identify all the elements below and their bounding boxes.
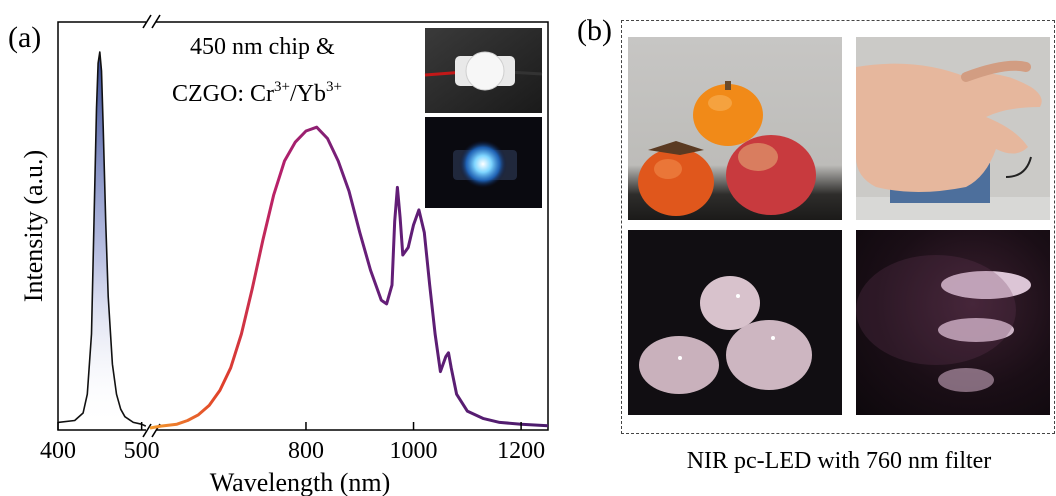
blue-chip-peak-fill — [58, 52, 146, 428]
axis-break-top — [142, 14, 161, 29]
plot-area-frame — [57, 21, 549, 431]
x-tick-label: 500 — [124, 438, 160, 464]
series-layer — [57, 51, 549, 430]
x-ticks: 400 500 800 1000 1200 — [40, 422, 545, 464]
x-tick-label: 400 — [40, 438, 76, 464]
panel-b-frame — [621, 20, 1055, 434]
hand-nir-veins-photo — [856, 230, 1050, 415]
fruits-nir-photo — [628, 230, 842, 415]
panel-b-label: (b) — [577, 14, 612, 47]
led-device-lit-photo — [425, 117, 542, 208]
annotation-line2: CZGO: Cr3+/Yb3+ — [172, 79, 342, 107]
x-tick-label: 1200 — [497, 438, 545, 464]
emission-spectrum-chart: 400 500 800 1000 1200 (a) Intensity (a.u.) W… — [8, 14, 549, 496]
blue-chip-emission-line — [57, 51, 147, 427]
x-tick-label: 800 — [288, 438, 324, 464]
nir-emission-line — [149, 125, 549, 430]
panel-a-label: (a) — [8, 21, 41, 54]
annotation-line1: 450 nm chip & — [190, 34, 335, 60]
hand-visible-photo — [856, 37, 1050, 220]
panel-b-caption: NIR pc-LED with 760 nm filter — [686, 448, 992, 474]
y-axis-label: Intensity (a.u.) — [19, 150, 48, 302]
x-axis-label: Wavelength (nm) — [210, 468, 391, 496]
led-device-off-photo — [424, 28, 543, 113]
x-tick-label: 1000 — [390, 438, 438, 464]
fruits-visible-photo — [628, 37, 842, 220]
